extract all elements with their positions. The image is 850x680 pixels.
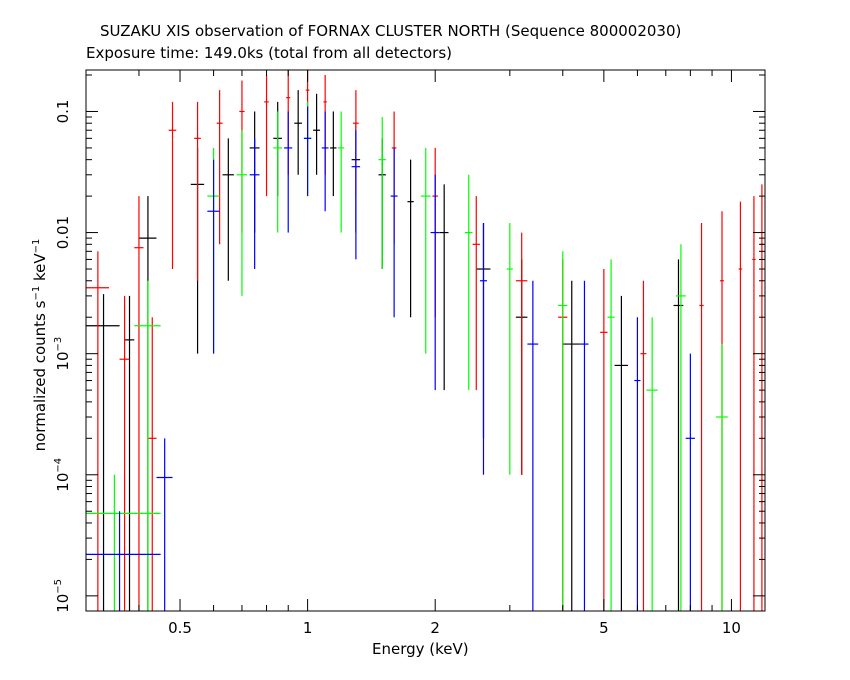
y-tick-base: 10: [54, 473, 72, 492]
data-point: [207, 159, 220, 354]
data-point: [558, 251, 568, 611]
data-point: [614, 295, 628, 611]
data-point: [249, 138, 260, 270]
data-point: [222, 138, 234, 281]
data-point: [378, 117, 386, 270]
y-tick-label: 10−5: [53, 579, 72, 613]
data-point: [607, 259, 615, 611]
data-point: [716, 344, 728, 611]
data-point: [464, 174, 473, 391]
data-point: [407, 159, 414, 318]
chart-subtitle: Exposure time: 149.0ks (total from all d…: [86, 44, 453, 62]
data-point: [738, 201, 743, 611]
data-point: [685, 353, 695, 611]
data-point: [430, 174, 440, 391]
data-point: [321, 111, 329, 212]
data-point: [676, 244, 686, 611]
data-point: [194, 101, 201, 281]
data-point: [119, 295, 130, 611]
data-point: [527, 280, 539, 611]
y-tick-label: 10−3: [53, 337, 72, 371]
data-point: [699, 222, 704, 611]
data-point: [338, 111, 345, 233]
data-point: [580, 280, 589, 611]
data-point: [284, 111, 293, 233]
x-axis-label: Energy (keV): [372, 640, 469, 658]
data-point: [216, 90, 223, 245]
y-tick-label: 0.1: [54, 100, 72, 124]
data-point: [124, 295, 135, 611]
data-point: [472, 196, 480, 391]
data-point: [562, 280, 581, 611]
data-point: [600, 269, 608, 611]
data-point: [646, 317, 658, 611]
x-tick-label: 2: [430, 619, 440, 637]
data-point: [236, 130, 248, 296]
data-point: [156, 438, 173, 611]
data-point: [390, 147, 398, 318]
x-tick-label: 1: [303, 619, 313, 637]
data-point: [506, 222, 513, 475]
x-tick-label: 5: [599, 619, 609, 637]
data-point: [313, 93, 321, 175]
data-point: [515, 232, 528, 475]
y-tick-exponent: −4: [53, 458, 64, 473]
data-point: [86, 511, 161, 611]
data-point: [330, 111, 337, 197]
data-point: [134, 196, 144, 611]
data-point: [479, 222, 487, 475]
y-tick-label: 10−4: [53, 458, 72, 492]
data-point: [303, 106, 312, 197]
data-point: [168, 101, 177, 270]
data-point: [439, 184, 449, 391]
x-tick-label: 10: [722, 619, 741, 637]
x-tick-label: 0.5: [168, 619, 192, 637]
data-point: [273, 111, 282, 233]
data-point: [294, 90, 303, 175]
data-point: [420, 147, 431, 354]
plot-frame: [85, 69, 766, 612]
data-point: [351, 130, 361, 260]
data-point: [134, 280, 161, 611]
data-point: [86, 251, 110, 611]
data-point: [634, 317, 641, 611]
data-point: [640, 280, 647, 611]
data-point: [752, 196, 756, 611]
chart-title: SUZAKU XIS observation of FORNAX CLUSTER…: [100, 22, 682, 40]
data-point: [760, 184, 764, 611]
y-tick-base: 10: [54, 351, 72, 370]
y-tick-label: 0.01: [54, 216, 72, 249]
y-tick-exponent: −3: [53, 337, 64, 352]
y-tick-base: 10: [54, 594, 72, 613]
data-point: [86, 294, 120, 611]
data-point: [86, 474, 161, 611]
y-tick-exponent: −5: [53, 579, 64, 594]
data-point: [147, 317, 157, 611]
data-point: [673, 259, 684, 611]
data-point: [264, 75, 269, 197]
